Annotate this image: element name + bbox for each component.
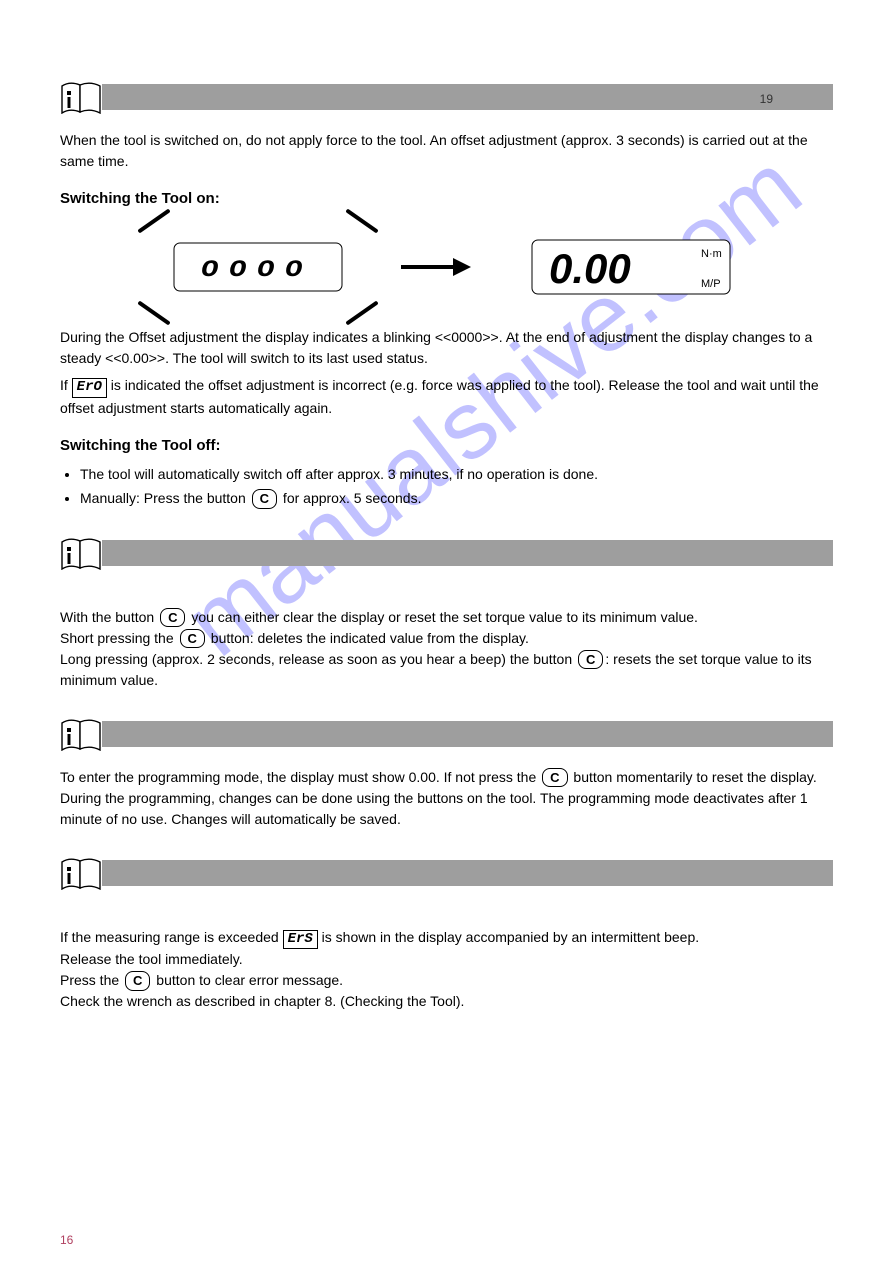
c-key: C: [160, 608, 185, 628]
svg-text:M/P: M/P: [701, 278, 721, 290]
svg-text:o: o: [229, 252, 247, 286]
body-text: To enter the programming mode, the displ…: [60, 767, 833, 830]
footer-page-number: 16: [60, 1233, 73, 1247]
section-title: Switching the Tool on:: [60, 190, 833, 207]
body-text: If the measuring range is exceeded ErS i…: [60, 906, 833, 1013]
svg-text:0.00: 0.00: [549, 245, 631, 292]
c-key: C: [180, 629, 205, 649]
svg-text:N·m: N·m: [701, 248, 722, 260]
svg-text:o: o: [201, 252, 219, 286]
book-info-icon: [60, 717, 102, 751]
info-header: [60, 80, 833, 114]
book-info-icon: [60, 856, 102, 890]
c-key: C: [578, 650, 603, 670]
lcd-blinking: o o o o: [163, 237, 353, 297]
body-text: If ErO is indicated the offset adjustmen…: [60, 375, 833, 419]
book-info-icon: [60, 80, 102, 114]
list-item: Manually: Press the button C for approx.…: [80, 488, 833, 510]
c-key: C: [125, 971, 150, 991]
section-title: Switching the Tool off:: [60, 437, 833, 454]
lcd-small-er5: ErS: [283, 930, 318, 950]
info-header: [60, 717, 833, 751]
header-bar: [102, 540, 833, 566]
list-item: The tool will automatically switch off a…: [80, 464, 833, 486]
svg-text:o: o: [285, 252, 303, 286]
c-key: C: [252, 489, 277, 509]
body-text: During the Offset adjustment the display…: [60, 327, 833, 369]
lcd-small-er0: ErO: [72, 378, 107, 398]
body-list: The tool will automatically switch off a…: [80, 464, 833, 510]
lcd-transition-figure: o o o o 0.00 N·m M/P: [60, 237, 833, 297]
header-bar: [102, 721, 833, 747]
body-text: With the button C you can either clear t…: [60, 586, 833, 691]
body-text: When the tool is switched on, do not app…: [60, 130, 833, 172]
header-bar: [102, 84, 833, 110]
book-info-icon: [60, 536, 102, 570]
c-key: C: [542, 768, 567, 788]
lcd-steady: 0.00 N·m M/P: [531, 237, 731, 297]
header-bar: [102, 860, 833, 886]
info-header: [60, 536, 833, 570]
svg-text:o: o: [257, 252, 275, 286]
arrow-icon: [401, 258, 471, 276]
page-content: 19 When the tool is switched on, do not …: [60, 80, 833, 1012]
page-number-top: 19: [760, 92, 773, 106]
info-header: [60, 856, 833, 890]
